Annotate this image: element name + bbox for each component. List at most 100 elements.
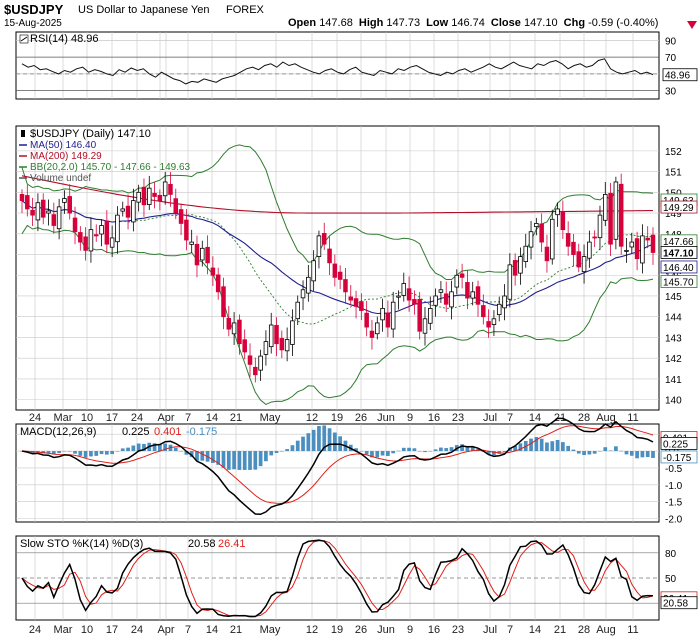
price-tick-label: 142 — [665, 354, 682, 365]
open-value: 147.68 — [319, 17, 353, 29]
price-tick-label: 149 — [665, 209, 682, 220]
macd-histogram-bar — [290, 445, 295, 452]
macd-histogram-bar — [136, 443, 141, 452]
macd-tick-label: -1.5 — [665, 498, 683, 509]
candle-body — [481, 305, 486, 318]
candle-body — [417, 298, 422, 332]
price-right-box — [660, 275, 698, 288]
candle-body — [449, 291, 454, 308]
candle-body — [300, 289, 306, 299]
price-right-label: 145.70 — [663, 277, 694, 288]
macd-histogram-bar — [242, 451, 247, 470]
macd-histogram-bar — [332, 432, 337, 452]
macd-histogram-bar — [184, 451, 189, 455]
macd-histogram-bar — [295, 440, 300, 452]
x-tick-label-sto: 11 — [627, 624, 638, 636]
x-tick-label-sto: 7 — [507, 624, 513, 636]
candle-body — [67, 196, 72, 214]
x-tick-label-price: 28 — [578, 412, 590, 424]
macd-right-box — [660, 450, 698, 464]
candle-body — [25, 195, 30, 210]
price-legend-item: Volume undef — [30, 173, 91, 184]
macd-histogram-bar — [502, 451, 507, 452]
macd-histogram-bar — [587, 451, 592, 455]
candle-body — [396, 295, 401, 298]
candle-body — [624, 249, 629, 252]
candle-body — [136, 191, 141, 203]
x-tick-label-sto: Jun — [377, 624, 395, 636]
macd-histogram-bar — [279, 451, 284, 452]
macd-histogram-bar — [439, 447, 443, 452]
x-tick-label-price: 10 — [81, 412, 93, 424]
sto-legend-label: Slow STO %K(14) %D(3) — [20, 538, 143, 550]
price-tick-label: 144 — [665, 313, 682, 324]
bb-upper-line — [21, 144, 654, 280]
macd-tick-label: -2.0 — [665, 515, 683, 526]
macd-histogram-bar — [555, 439, 560, 452]
macd-histogram-bar — [624, 451, 629, 455]
price-tick-label: 141 — [665, 375, 682, 386]
price-right-label: 149.29 — [663, 203, 694, 214]
candle-body — [316, 235, 322, 257]
macd-histogram-bar — [115, 451, 120, 452]
macd-histogram-bar — [444, 448, 449, 452]
symbol: $USDJPY — [4, 2, 64, 17]
candle-body — [168, 183, 173, 195]
candle-body — [115, 214, 120, 243]
candle-body — [369, 330, 375, 338]
candle-body — [608, 192, 613, 245]
candle-body — [178, 209, 184, 224]
rsi-line — [21, 58, 654, 85]
candle-body — [592, 236, 597, 239]
x-tick-label-price: Aug — [596, 412, 616, 424]
macd-histogram-bar — [269, 451, 274, 456]
x-tick-label-sto: 16 — [428, 624, 440, 636]
macd-histogram-bar — [46, 451, 51, 454]
macd-histogram-bar — [253, 451, 258, 470]
candle-body — [46, 210, 51, 214]
ma200-line — [21, 175, 653, 214]
x-tick-label-sto: 14 — [529, 624, 541, 636]
x-tick-label-price: 21 — [230, 412, 242, 424]
candle-body — [443, 293, 449, 305]
macd-right-label: 0.225 — [663, 439, 688, 450]
candle-body — [231, 322, 237, 335]
candle-body — [539, 223, 544, 243]
candle-body — [157, 194, 163, 202]
macd-histogram-bar — [629, 451, 634, 456]
macd-histogram-bar — [301, 436, 305, 452]
x-tick-label-sto: 14 — [206, 624, 218, 636]
macd-histogram-bar — [41, 451, 46, 454]
candle-body — [438, 289, 444, 293]
x-tick-label-price: Jul — [483, 412, 497, 424]
symbol-name: US Dollar to Japanese Yen — [78, 4, 210, 16]
x-tick-label-sto: 7 — [185, 624, 191, 636]
macd-histogram-bar — [407, 447, 411, 452]
x-tick-label-price: 11 — [627, 412, 638, 424]
x-tick-label-sto: 9 — [407, 624, 413, 636]
macd-histogram-bar — [179, 450, 183, 452]
macd-histogram-bar — [545, 442, 549, 452]
candle-body — [496, 303, 502, 316]
candle-body — [603, 194, 608, 221]
panel-frame-rsi — [15, 31, 660, 100]
macd-histogram-bar — [67, 451, 72, 452]
sto-k-line — [21, 539, 654, 618]
macd-histogram-bar — [529, 438, 533, 452]
x-tick-label-price: 7 — [185, 412, 191, 424]
candle-body — [597, 214, 603, 239]
macd-histogram-bar — [465, 446, 470, 452]
macd-histogram-bar — [89, 451, 93, 457]
panel-frame-price — [15, 125, 660, 411]
sto-right-label: 20.58 — [663, 599, 688, 610]
candle-body — [311, 260, 316, 282]
x-tick-label-sto: 28 — [578, 624, 590, 636]
ma50-line — [21, 200, 654, 315]
macd-histogram-bar — [417, 451, 422, 452]
high-label: High — [358, 17, 384, 29]
macd-tick-label: -0.5 — [665, 464, 683, 475]
price-legend-item: MA(200) 149.29 — [30, 151, 102, 162]
macd-histogram-bar — [152, 443, 157, 452]
macd-histogram-bar — [619, 450, 624, 452]
candle-body — [523, 245, 528, 262]
